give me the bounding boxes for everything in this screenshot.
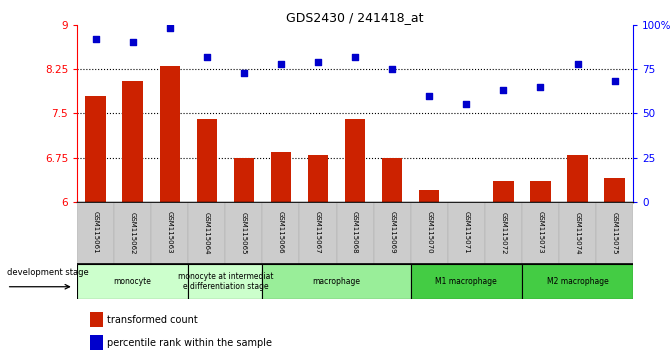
Text: GSM115073: GSM115073 <box>537 211 543 254</box>
Bar <box>263 264 411 299</box>
Bar <box>114 202 151 264</box>
Point <box>424 93 435 98</box>
Point <box>202 54 212 59</box>
Text: monocyte at intermediat
e differentiation stage: monocyte at intermediat e differentiatio… <box>178 272 273 291</box>
Point <box>461 102 472 107</box>
Bar <box>77 202 114 264</box>
Bar <box>263 202 299 264</box>
Point <box>609 79 620 84</box>
Point <box>498 87 509 93</box>
Point <box>164 25 175 31</box>
Bar <box>234 158 254 202</box>
Text: GSM115072: GSM115072 <box>500 211 507 254</box>
Bar <box>411 202 448 264</box>
Point <box>572 61 583 67</box>
Text: macrophage: macrophage <box>313 277 360 286</box>
Bar <box>419 190 440 202</box>
Bar <box>299 202 336 264</box>
Bar <box>596 202 633 264</box>
Bar <box>151 202 188 264</box>
Bar <box>308 155 328 202</box>
Bar <box>567 155 588 202</box>
Bar <box>225 202 263 264</box>
Text: GSM115063: GSM115063 <box>167 211 173 254</box>
Text: GSM115065: GSM115065 <box>241 211 247 254</box>
Text: percentile rank within the sample: percentile rank within the sample <box>107 338 272 348</box>
Bar <box>448 202 485 264</box>
Point <box>239 70 249 75</box>
Text: GSM115070: GSM115070 <box>426 211 432 254</box>
Bar <box>604 178 625 202</box>
Bar <box>493 181 514 202</box>
Bar <box>411 264 522 299</box>
Bar <box>345 119 365 202</box>
Text: GSM115067: GSM115067 <box>315 211 321 254</box>
Point <box>127 40 138 45</box>
Bar <box>77 264 188 299</box>
Text: GSM115066: GSM115066 <box>278 211 284 254</box>
Bar <box>85 96 106 202</box>
Point <box>535 84 546 90</box>
Bar <box>485 202 522 264</box>
Text: GSM115064: GSM115064 <box>204 211 210 254</box>
Title: GDS2430 / 241418_at: GDS2430 / 241418_at <box>286 11 424 24</box>
Bar <box>196 119 217 202</box>
Point <box>350 54 360 59</box>
Text: transformed count: transformed count <box>107 315 198 325</box>
Text: GSM115074: GSM115074 <box>575 211 580 254</box>
Text: M2 macrophage: M2 macrophage <box>547 277 608 286</box>
Bar <box>522 264 633 299</box>
Bar <box>188 202 225 264</box>
Bar <box>522 202 559 264</box>
Bar <box>336 202 374 264</box>
Bar <box>188 264 263 299</box>
Text: GSM115071: GSM115071 <box>464 211 469 254</box>
Point <box>387 66 397 72</box>
Text: GSM115068: GSM115068 <box>352 211 358 254</box>
Text: GSM115069: GSM115069 <box>389 211 395 254</box>
Bar <box>159 66 180 202</box>
Bar <box>123 81 143 202</box>
Point <box>275 61 286 67</box>
Bar <box>559 202 596 264</box>
Text: GSM115075: GSM115075 <box>612 211 618 254</box>
Point <box>313 59 324 65</box>
Text: monocyte: monocyte <box>114 277 151 286</box>
Text: M1 macrophage: M1 macrophage <box>436 277 497 286</box>
Text: GSM115062: GSM115062 <box>130 211 135 254</box>
Point <box>90 36 101 42</box>
Bar <box>374 202 411 264</box>
Bar <box>530 181 551 202</box>
Bar <box>271 152 291 202</box>
Text: GSM115061: GSM115061 <box>92 211 98 254</box>
Text: development stage: development stage <box>7 268 88 277</box>
Bar <box>382 158 403 202</box>
